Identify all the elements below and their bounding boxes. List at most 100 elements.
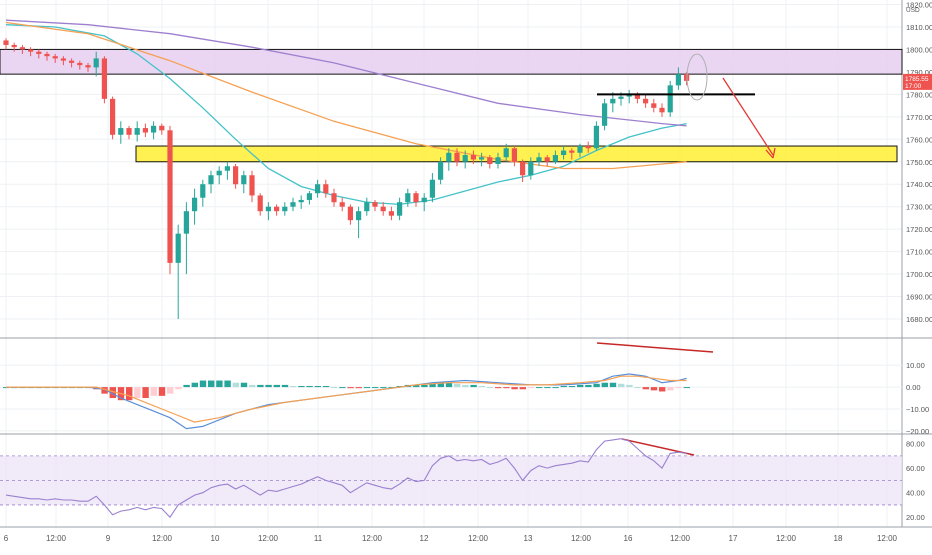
macd-histogram-bar (249, 384, 256, 388)
candle (364, 197, 370, 216)
candle (110, 96, 116, 140)
macd-histogram-bar (503, 387, 510, 389)
macd-histogram-bar (568, 386, 576, 388)
macd-histogram-bar (626, 384, 633, 388)
candle (69, 58, 75, 68)
price-tick-label: 1680.00 (906, 315, 932, 324)
last-price-label: 1785.55 (905, 76, 929, 83)
candle-body (274, 206, 280, 212)
candle (85, 62, 91, 72)
candle-body (306, 193, 312, 200)
candle-body (429, 179, 435, 198)
macd-histogram-bar (347, 387, 354, 389)
candle-body (593, 125, 599, 149)
candle (93, 51, 99, 77)
countdown-label: 17:00 (905, 83, 922, 90)
x-tick-label: 12:00 (152, 534, 173, 543)
rsi-pane (0, 438, 902, 519)
candle-body (257, 195, 263, 212)
macd-histogram-bar (593, 383, 600, 388)
candle-body (479, 157, 485, 160)
candle-body (331, 193, 337, 203)
candle (372, 199, 378, 212)
candle-body (454, 152, 460, 162)
rsi-line (5, 438, 687, 519)
macd-histogram-bar (675, 387, 682, 389)
candle (192, 188, 198, 225)
price-tick-label: 1810.00 (906, 23, 932, 32)
macd-histogram-bar (232, 382, 239, 388)
candle-body (93, 58, 99, 68)
candle-body (315, 184, 321, 194)
candle-body (495, 157, 501, 165)
macd-divergence-line (596, 342, 714, 353)
candle (438, 157, 444, 185)
candle-body (667, 85, 673, 113)
candle-body (44, 53, 50, 57)
macd-histogram-bar (142, 387, 149, 399)
macd-histogram-bar (273, 384, 280, 388)
candle-body (388, 211, 394, 216)
candle (544, 155, 550, 167)
candle (274, 204, 280, 216)
price-tick-label: 1800.00 (906, 45, 932, 54)
macd-histogram-bar (585, 384, 592, 388)
candle (421, 193, 427, 212)
macd-histogram-bar (191, 382, 198, 388)
price-tick-label: 1780.00 (906, 90, 932, 99)
candle (454, 148, 460, 167)
macd-histogram-bar (618, 383, 625, 388)
candle-body (110, 98, 116, 135)
candle-body (134, 128, 140, 135)
macd-histogram-bar (158, 387, 166, 396)
candle-body (520, 161, 526, 176)
candle (159, 123, 165, 135)
candle (487, 155, 493, 169)
price-tick-label: 1700.00 (906, 270, 932, 279)
candle-body (544, 157, 550, 162)
candle (577, 143, 583, 158)
macd-histogram-bar (208, 380, 215, 388)
candle (126, 125, 132, 140)
down-arrow-head (765, 147, 776, 159)
x-tick-label: 12:00 (258, 534, 279, 543)
macd-histogram-bar (527, 387, 535, 389)
macd-histogram-bar (109, 387, 116, 399)
candle (495, 152, 501, 169)
candle (3, 38, 9, 50)
candle-body (503, 148, 509, 158)
candle (552, 150, 558, 165)
candle-body (634, 94, 640, 99)
macd-histogram-bar (486, 387, 494, 389)
candle (77, 60, 83, 70)
candle-body (585, 146, 591, 149)
macd-histogram-bar (445, 382, 453, 388)
candle-body (552, 155, 558, 162)
candle (405, 188, 411, 207)
candle (479, 152, 485, 167)
candle-body (511, 148, 517, 162)
price-tick-label: 1690.00 (906, 293, 932, 302)
candle-body (577, 146, 583, 153)
candle (503, 143, 509, 162)
candle (651, 98, 657, 113)
macd-histogram-bar (642, 387, 649, 390)
candle-body (192, 197, 198, 212)
macd-histogram-bar (134, 387, 141, 399)
macd-histogram-bar (667, 387, 674, 391)
macd-histogram-bar (306, 386, 313, 388)
candle-body (339, 202, 345, 207)
macd-histogram-bar (536, 387, 543, 389)
candle (356, 206, 362, 239)
macd-histogram-bar (601, 382, 608, 388)
macd-histogram-bar (150, 387, 157, 396)
x-tick-label: 12:00 (362, 534, 383, 543)
macd-histogram-bar (429, 383, 436, 388)
candle-body (626, 94, 632, 97)
macd-histogram-bar (175, 387, 182, 390)
macd-histogram-bar (609, 382, 617, 388)
macd-histogram-bar (478, 386, 485, 388)
candle-body (618, 96, 624, 99)
macd-histogram-bar (281, 384, 289, 388)
